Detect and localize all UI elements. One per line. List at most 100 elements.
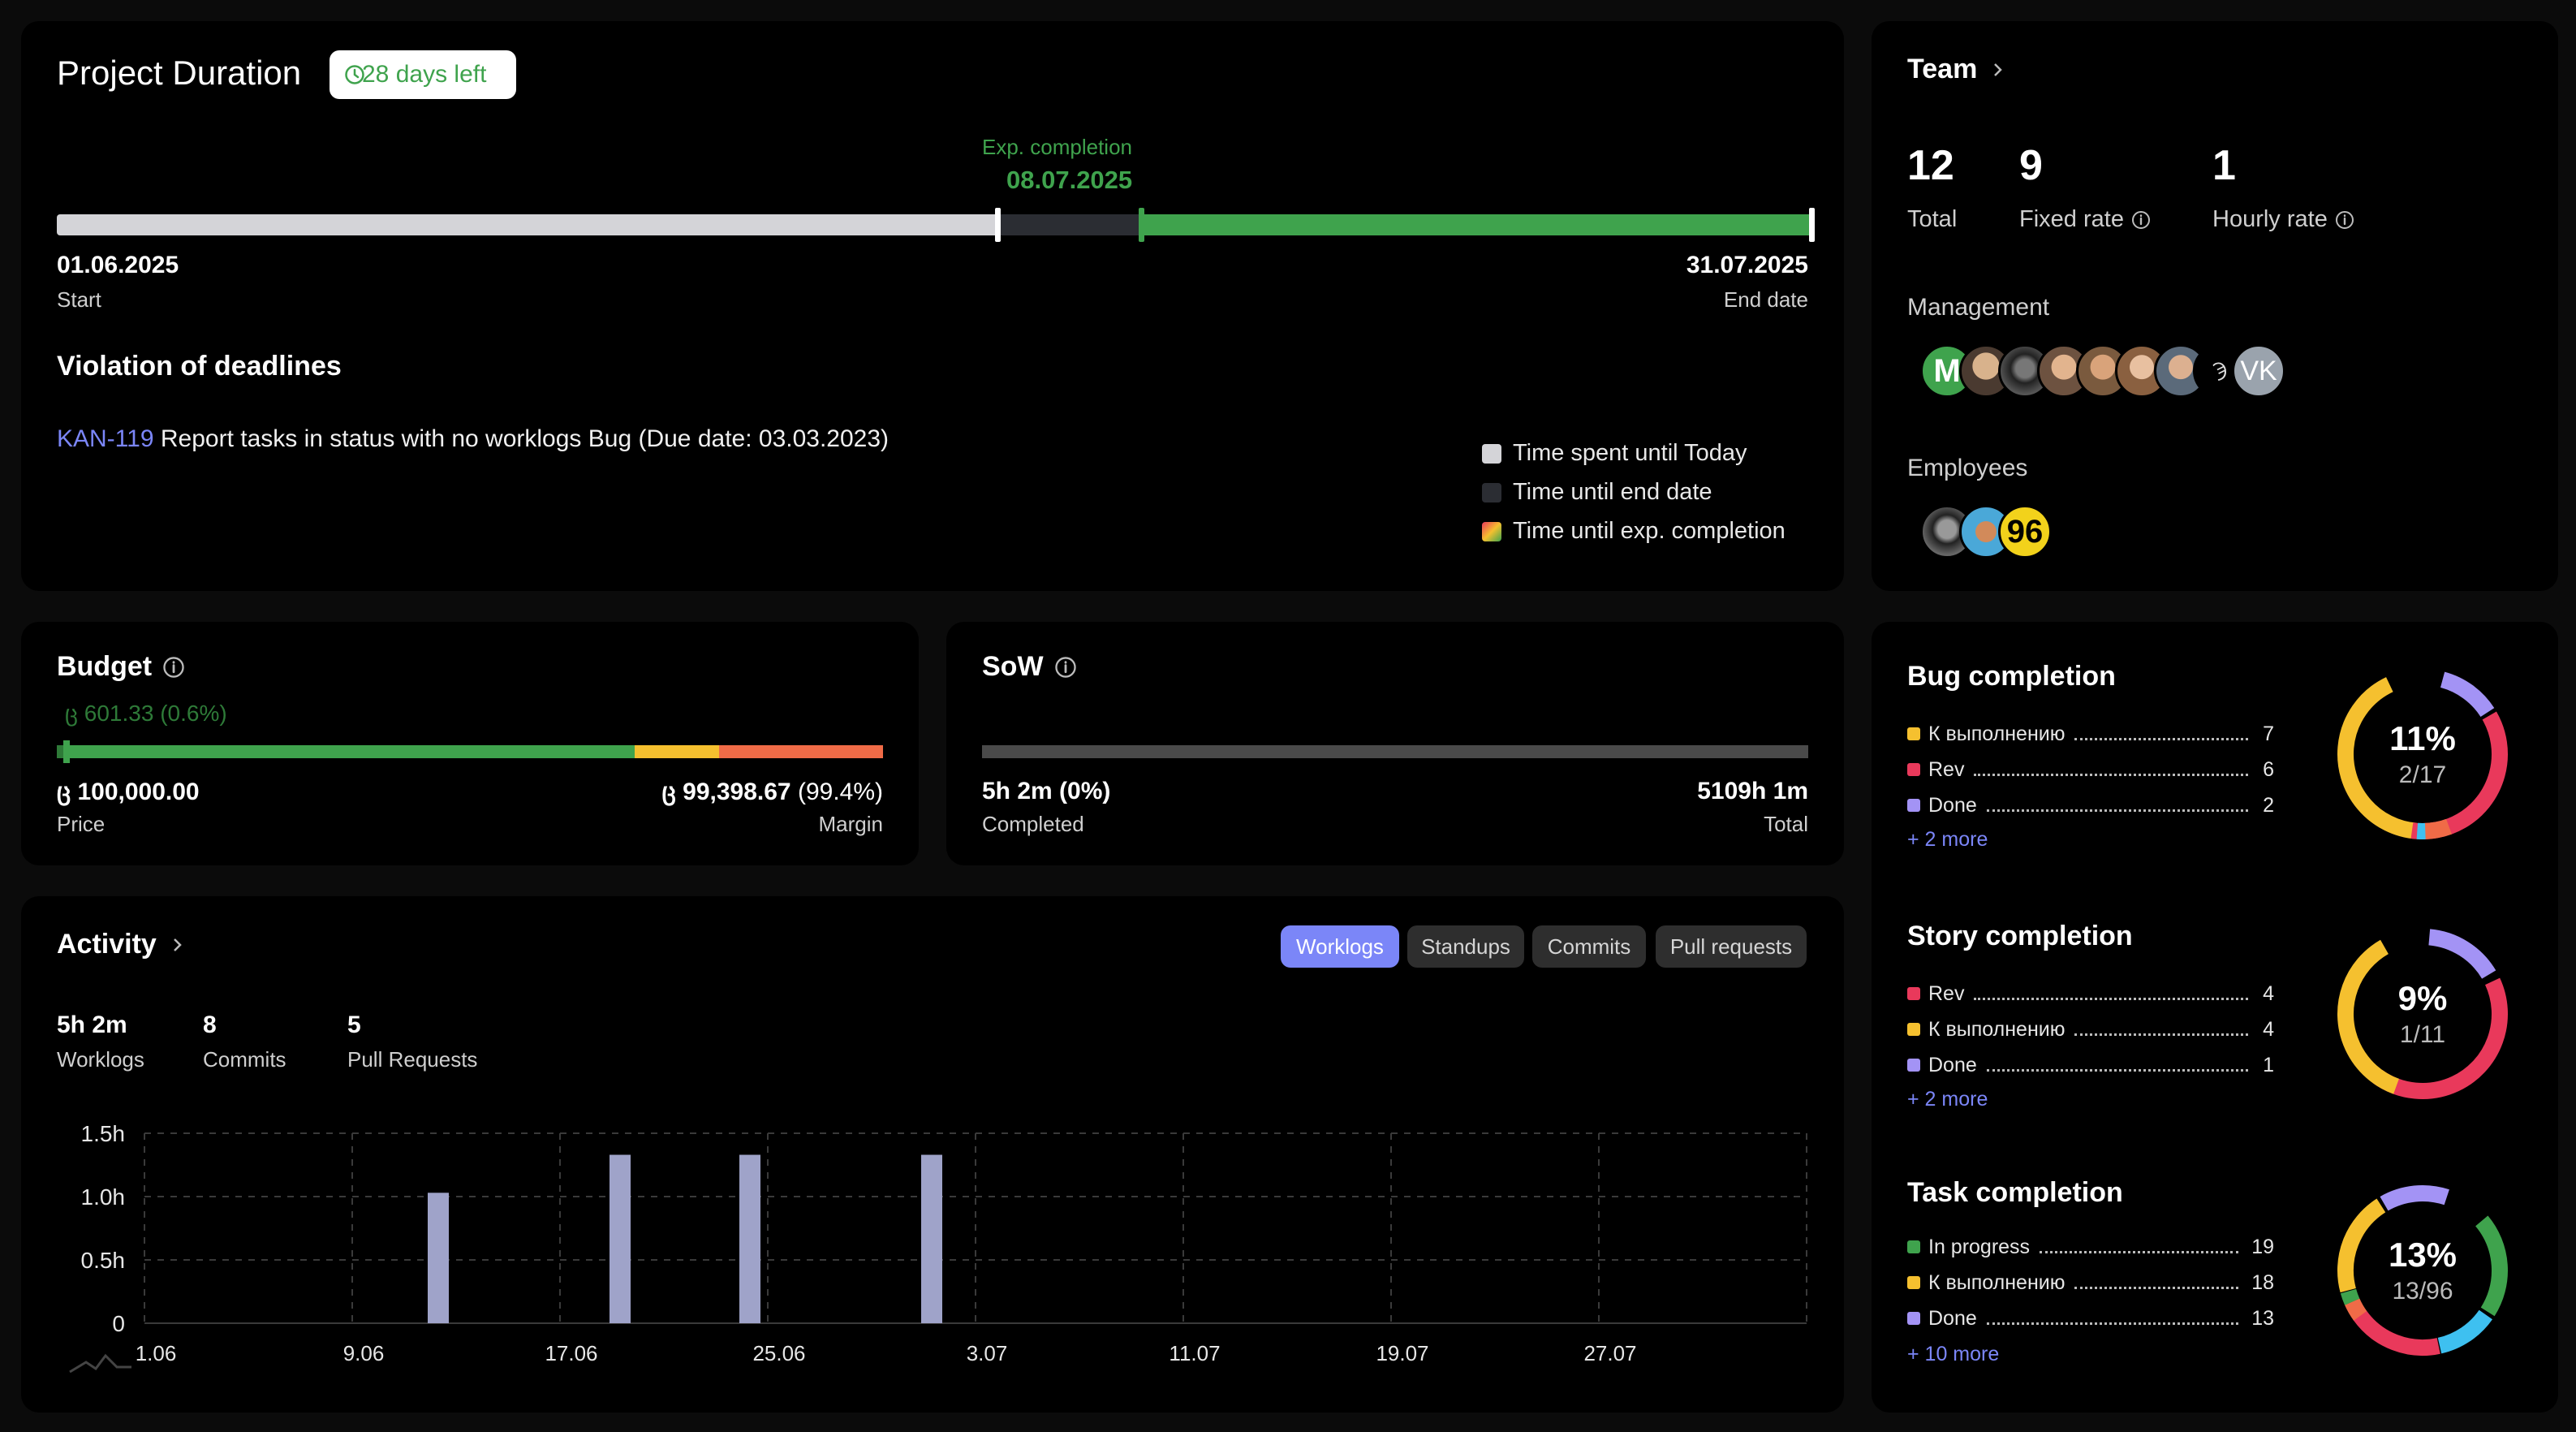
bug-donut bbox=[2337, 669, 2508, 839]
end-label: End date bbox=[1723, 287, 1808, 312]
team-title: Team bbox=[1907, 54, 1978, 84]
sow-completed-label: Completed bbox=[982, 812, 1084, 836]
status-label: Done bbox=[1928, 1306, 1977, 1330]
status-dot bbox=[1907, 727, 1920, 740]
status-dot bbox=[1907, 987, 1920, 1000]
sow-total-label: Total bbox=[1764, 812, 1808, 836]
team-card: Team 12 Total 9 Fixed rate 1 Hourly rate… bbox=[1872, 21, 2558, 591]
team-header[interactable]: Team bbox=[1907, 54, 2005, 85]
status-dot bbox=[1907, 763, 1920, 776]
sow-card: SoW 5h 2m (0%) Completed 5109h 1m Total bbox=[946, 622, 1844, 865]
team-fixed-value: 9 bbox=[2019, 142, 2043, 189]
project-duration-card: Project Duration 28 days left Exp. compl… bbox=[21, 21, 1844, 591]
tab-standups[interactable]: Standups bbox=[1407, 925, 1524, 968]
more-link[interactable]: + 10 more bbox=[1907, 1343, 2000, 1365]
status-count: 13 bbox=[2251, 1306, 2274, 1330]
task-completion: Task completion In progress 19 К выполнен… bbox=[1907, 1177, 2540, 1388]
budget-price-label: Price bbox=[57, 812, 106, 836]
more-link[interactable]: + 2 more bbox=[1907, 828, 1988, 851]
budget-margin: ც 99,398.67 (99.4%) bbox=[662, 778, 883, 806]
leader-line bbox=[1986, 1322, 2238, 1325]
tab-commits[interactable]: Commits bbox=[1532, 925, 1646, 968]
bug-percent: 11% bbox=[2389, 719, 2456, 757]
team-hourly-label: Hourly rate bbox=[2212, 206, 2355, 233]
activity-header[interactable]: Activity bbox=[57, 929, 184, 960]
activity-title: Activity bbox=[57, 929, 157, 960]
task-donut bbox=[2337, 1185, 2508, 1356]
tab-worklogs[interactable]: Worklogs bbox=[1281, 925, 1399, 968]
end-date: 31.07.2025 bbox=[1686, 252, 1808, 278]
violation-issue-link[interactable]: KAN-119 bbox=[57, 425, 154, 452]
budget-bar-marker bbox=[63, 740, 70, 763]
info-icon[interactable] bbox=[162, 655, 186, 679]
x-tick-label: 11.07 bbox=[1169, 1341, 1220, 1365]
management-label: Management bbox=[1907, 294, 2050, 321]
violation-title: Violation of deadlines bbox=[57, 351, 342, 382]
list-item: К выполнению 4 bbox=[1907, 1013, 2274, 1046]
worklogs-value: 5h 2m bbox=[57, 1011, 127, 1038]
status-label: In progress bbox=[1928, 1235, 2031, 1258]
leader-line bbox=[1986, 809, 2248, 812]
avatar-initials-vk: VK bbox=[2240, 356, 2277, 386]
x-tick-label: 27.07 bbox=[1583, 1341, 1636, 1365]
leader-line bbox=[2040, 1250, 2238, 1253]
bug-completion: Bug completion К выполнению 7 Rev 6 Done 2 … bbox=[1907, 656, 2540, 867]
management-avatars: M Ϡ VK bbox=[1920, 344, 2326, 401]
avatar[interactable]: 96 bbox=[1998, 505, 2052, 559]
legend-spent: Time spent until Today bbox=[1482, 433, 1786, 472]
exp-completion-date: 08.07.2025 bbox=[1006, 166, 1133, 194]
employee-avatars: 96 bbox=[1920, 505, 2083, 562]
x-tick-label: 9.06 bbox=[343, 1341, 385, 1365]
bug-fraction: 2/17 bbox=[2398, 761, 2447, 788]
y-tick-label: 1.5h bbox=[81, 1121, 126, 1146]
bug-completion-title: Bug completion bbox=[1907, 661, 2116, 692]
x-tick-label: 17.06 bbox=[545, 1341, 597, 1365]
exp-completion-label: Exp. completion bbox=[982, 135, 1132, 159]
sow-progress-bar bbox=[982, 745, 1808, 758]
leader-line bbox=[2074, 1033, 2248, 1036]
leader-line bbox=[1974, 997, 2248, 1000]
avatar[interactable]: VK bbox=[2232, 344, 2285, 398]
end-marker bbox=[1809, 208, 1815, 242]
violation-row: KAN-119 Report tasks in status with no w… bbox=[57, 425, 889, 453]
chevron-right-icon bbox=[173, 938, 182, 951]
legend-exp-swatch bbox=[1482, 522, 1501, 542]
leader-line bbox=[1974, 773, 2248, 776]
task-fraction: 13/96 bbox=[2392, 1278, 2453, 1305]
leader-line bbox=[1986, 1068, 2248, 1072]
days-left-badge: 28 days left bbox=[330, 50, 516, 99]
list-item: Done 13 bbox=[1907, 1302, 2274, 1335]
activity-card: Activity 5h 2m Worklogs 8 Commits 5 Pull… bbox=[21, 896, 1844, 1413]
team-fixed-label: Fixed rate bbox=[2019, 206, 2152, 233]
status-label: Done bbox=[1928, 793, 1977, 817]
status-dot bbox=[1907, 1023, 1920, 1036]
budget-bar-yellow bbox=[635, 745, 719, 758]
status-count: 4 bbox=[2263, 1017, 2274, 1041]
legend-until-end-label: Time until end date bbox=[1513, 479, 1712, 505]
status-count: 2 bbox=[2263, 793, 2274, 817]
budget-bar-green bbox=[70, 745, 635, 758]
list-item: К выполнению 7 bbox=[1907, 718, 2274, 750]
info-icon[interactable] bbox=[2130, 209, 2152, 231]
more-link[interactable]: + 2 more bbox=[1907, 1088, 1988, 1111]
leader-line bbox=[2074, 1286, 2238, 1289]
info-icon[interactable] bbox=[1053, 655, 1078, 679]
story-donut bbox=[2337, 929, 2508, 1099]
avatar[interactable] bbox=[2037, 344, 2091, 398]
start-label: Start bbox=[57, 287, 101, 312]
status-label: К выполнению bbox=[1928, 722, 2066, 745]
y-tick-label: 1.0h bbox=[81, 1184, 126, 1210]
story-completion-title: Story completion bbox=[1907, 921, 2133, 951]
team-total-value: 12 bbox=[1907, 142, 1954, 189]
x-tick-label: 25.06 bbox=[752, 1341, 805, 1365]
status-count: 19 bbox=[2251, 1235, 2274, 1258]
legend-exp: Time until exp. completion bbox=[1482, 511, 1786, 550]
list-item: К выполнению 18 bbox=[1907, 1266, 2274, 1299]
chart-bar bbox=[428, 1193, 449, 1323]
info-icon[interactable] bbox=[2334, 209, 2355, 231]
project-duration-title: Project Duration bbox=[57, 54, 302, 92]
y-tick-label: 0.5h bbox=[81, 1248, 126, 1273]
legend-spent-label: Time spent until Today bbox=[1513, 440, 1747, 466]
tab-pull-requests[interactable]: Pull requests bbox=[1656, 925, 1807, 968]
violation-text: Report tasks in status with no worklogs … bbox=[160, 425, 890, 452]
